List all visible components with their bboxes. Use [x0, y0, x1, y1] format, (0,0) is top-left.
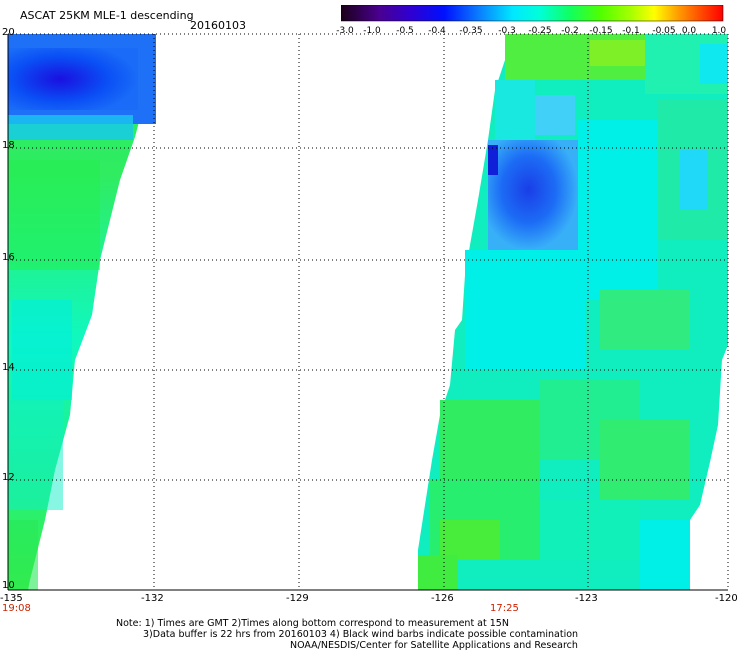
gridlines	[8, 33, 729, 590]
colorbar-label-5: -0.35	[459, 26, 483, 36]
x-tick-126: -126	[431, 593, 454, 604]
x-tick-132: -132	[141, 593, 164, 604]
colorbar-label-3: -0.5	[396, 26, 414, 36]
y-tick-10: 10	[2, 580, 15, 591]
colorbar-label-13: 1.0	[711, 26, 727, 36]
colorbar	[341, 5, 724, 22]
colorbar-label-1: -3.0	[336, 26, 354, 36]
colorbar-label-2: -1.0	[363, 26, 381, 36]
y-tick-20: 20	[2, 27, 15, 38]
footnote-line-1: Note: 1) Times are GMT 2)Times along bot…	[116, 618, 509, 629]
y-tick-18: 18	[2, 140, 15, 151]
x-tick-123: -123	[575, 593, 598, 604]
plot-title: ASCAT 25KM MLE-1 descending	[20, 9, 194, 22]
x-tick-135: -135	[0, 593, 23, 604]
colorbar-label-9: -0.15	[589, 26, 613, 36]
x-tick-120: -120	[715, 593, 738, 604]
y-tick-16: 16	[2, 252, 15, 263]
right-swath	[418, 34, 728, 590]
colorbar-label-8: -0.2	[561, 26, 579, 36]
y-tick-14: 14	[2, 362, 15, 373]
plot-date: 20160103	[190, 19, 246, 32]
left-swath	[8, 34, 156, 590]
colorbar-label-7: -0.25	[528, 26, 552, 36]
colorbar-label-11: -0.05	[652, 26, 676, 36]
colorbar-label-4: -0.4	[428, 26, 446, 36]
colorbar-label-10: -0.1	[622, 26, 640, 36]
x-tick-129: -129	[286, 593, 309, 604]
footnote-line-2: 3)Data buffer is 22 hrs from 20160103 4)…	[143, 629, 579, 640]
y-tick-12: 12	[2, 472, 15, 483]
left-pass-time: 19:08	[2, 603, 31, 614]
footnote-credit: NOAA/NESDIS/Center for Satellite Applica…	[290, 640, 578, 651]
colorbar-label-12: 0.0	[681, 26, 697, 36]
colorbar-label-6: -0.3	[498, 26, 516, 36]
right-pass-time: 17:25	[490, 603, 519, 614]
